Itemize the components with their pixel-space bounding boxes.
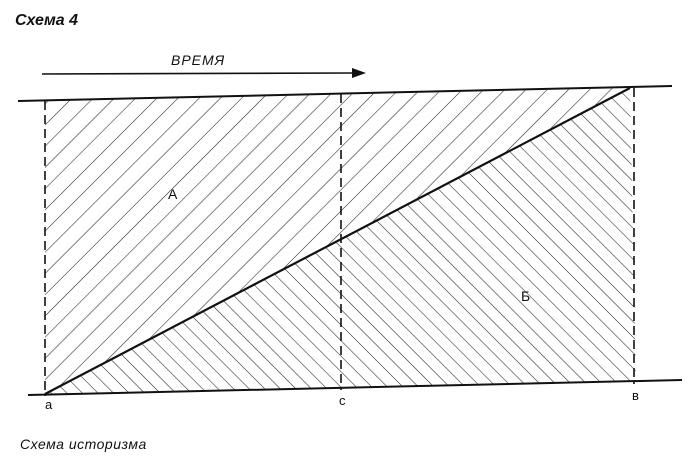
- bottom-line: [27, 379, 683, 396]
- diagonal-line: [44, 87, 631, 395]
- figure-title: Схема 4: [15, 12, 79, 29]
- time-arrow-line: [41, 72, 353, 75]
- figure-caption: Схема историзма: [20, 436, 147, 452]
- time-arrow-head-icon: [352, 68, 366, 78]
- point-label-c: с: [339, 393, 346, 408]
- point-label-b: в: [632, 388, 639, 403]
- top-line: [17, 85, 673, 102]
- region-a-label: А: [168, 186, 178, 202]
- region-b-label: Б: [521, 288, 531, 304]
- point-label-a: а: [45, 397, 53, 412]
- time-arrow-label: ВРЕМЯ: [171, 52, 226, 68]
